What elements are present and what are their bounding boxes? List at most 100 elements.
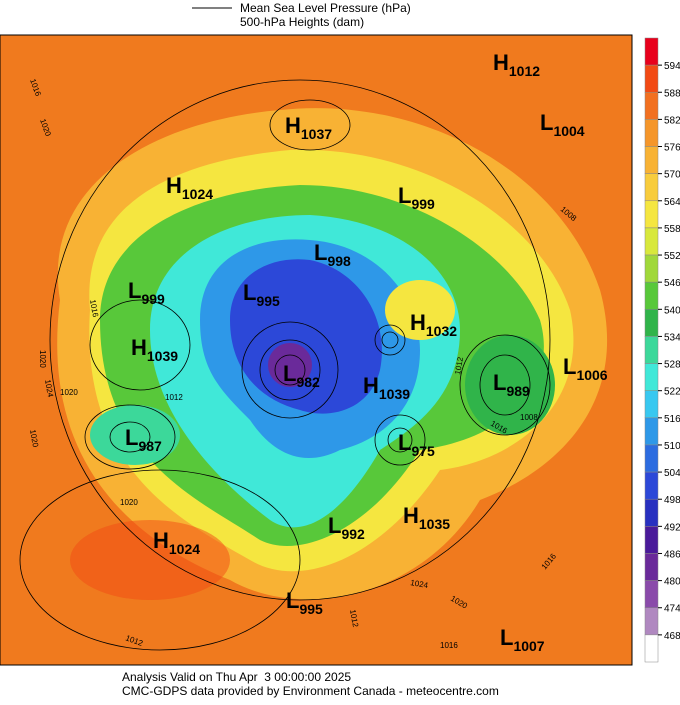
pressure-center: L992 xyxy=(328,513,365,542)
pressure-center: L995 xyxy=(243,280,280,309)
center-type: H xyxy=(363,373,379,398)
center-type: L xyxy=(314,240,327,265)
center-value: 998 xyxy=(327,253,351,269)
pressure-center: L1006 xyxy=(563,354,608,383)
isobar-label: 1008 xyxy=(520,413,538,422)
colorbar-label: 480 xyxy=(664,577,680,588)
colorbar-label: 576 xyxy=(664,143,680,154)
colorbar-box xyxy=(644,254,659,283)
center-value: 992 xyxy=(341,526,365,542)
colorbar-box xyxy=(644,200,659,229)
isobar-label: 1020 xyxy=(120,498,138,507)
center-type: L xyxy=(398,183,411,208)
center-value: 995 xyxy=(299,601,323,617)
colorbar-label: 474 xyxy=(664,604,680,615)
colorbar-label: 546 xyxy=(664,278,680,289)
center-type: L xyxy=(540,110,553,135)
height-zone xyxy=(90,405,180,465)
legend-text: Mean Sea Level Pressure (hPa) xyxy=(240,1,411,15)
center-value: 989 xyxy=(506,383,530,399)
pressure-center: L987 xyxy=(125,425,162,454)
center-value: 1012 xyxy=(509,63,540,79)
pressure-center: H1037 xyxy=(285,113,332,142)
center-value: 999 xyxy=(141,291,165,307)
isobars xyxy=(19,79,551,651)
center-value: 1024 xyxy=(169,541,200,557)
pressure-center: H1024 xyxy=(166,173,213,202)
colorbar-box xyxy=(644,227,659,256)
colorbar-label: 504 xyxy=(664,468,680,479)
colorbar-box xyxy=(644,634,659,663)
colorbar-label: 510 xyxy=(664,441,680,452)
isobar-label: 1020 xyxy=(60,388,78,397)
colorbar-label: 468 xyxy=(664,631,680,642)
pressure-center: H1039 xyxy=(131,335,178,364)
height-zone xyxy=(385,280,455,340)
colorbar-box xyxy=(644,471,659,500)
center-value: 1032 xyxy=(426,323,457,339)
colorbar-label: 486 xyxy=(664,549,680,560)
colorbar-box xyxy=(644,64,659,93)
isobar-label: 1024 xyxy=(43,379,55,399)
pressure-center: H1012 xyxy=(493,50,540,79)
center-type: L xyxy=(243,280,256,305)
center-value: 995 xyxy=(256,293,280,309)
pressure-center: H1024 xyxy=(153,528,200,557)
colorbar-label: 522 xyxy=(664,387,680,398)
center-type: H xyxy=(166,173,182,198)
isobar-label: 1012 xyxy=(348,609,360,629)
center-value: 1039 xyxy=(147,348,178,364)
center-value: 999 xyxy=(411,196,435,212)
colorbar-box xyxy=(644,119,659,147)
colorbar-label: 492 xyxy=(664,522,680,533)
isobar-label: 1016 xyxy=(88,299,100,319)
colorbar-box xyxy=(644,309,659,337)
pressure-center: L975 xyxy=(398,430,435,459)
center-type: L xyxy=(128,278,141,303)
isobar-label: 1012 xyxy=(453,356,465,376)
center-type: H xyxy=(410,310,426,335)
pressure-center: L999 xyxy=(128,278,165,307)
height-zone xyxy=(465,335,555,435)
colorbar-label: 528 xyxy=(664,360,680,371)
colorbar-label: 582 xyxy=(664,115,680,126)
pressure-center: L989 xyxy=(493,370,530,399)
pressure-center: L999 xyxy=(398,183,435,212)
colorbar-box xyxy=(644,146,659,174)
colorbar-label: 540 xyxy=(664,305,680,316)
colorbar-box xyxy=(644,580,659,608)
colorbar-box xyxy=(644,607,659,636)
pressure-center: H1032 xyxy=(410,310,457,339)
center-value: 1024 xyxy=(182,186,213,202)
center-type: L xyxy=(493,370,506,395)
colorbar: 594 588 582 576 570 564 558 552 546 540 534 528 522 5… xyxy=(644,37,680,663)
isobar-label: 1016 xyxy=(440,641,458,650)
pressure-center: H1035 xyxy=(403,503,450,532)
colorbar-box xyxy=(644,363,659,391)
colorbar-box xyxy=(644,92,659,120)
colorbar-box xyxy=(644,281,659,310)
center-type: H xyxy=(285,113,301,138)
height-zone xyxy=(230,259,382,414)
isobar-label: 1024 xyxy=(410,578,430,590)
center-type: L xyxy=(563,354,576,379)
colorbar-label: 534 xyxy=(664,332,680,343)
center-type: L xyxy=(125,425,138,450)
map-frame xyxy=(0,34,633,666)
center-value: 982 xyxy=(296,374,320,390)
center-value: 1007 xyxy=(513,638,544,654)
center-value: 975 xyxy=(411,443,435,459)
center-type: H xyxy=(153,528,169,553)
height-zone xyxy=(268,343,312,387)
colorbar-box xyxy=(644,417,659,446)
pressure-center: L1007 xyxy=(500,625,545,654)
colorbar-label: 558 xyxy=(664,224,680,235)
pressure-center: H1039 xyxy=(363,373,410,402)
center-value: 1037 xyxy=(301,126,332,142)
colorbar-box xyxy=(644,336,659,364)
colorbar-label: 594 xyxy=(664,61,680,72)
center-type: H xyxy=(403,503,419,528)
legend-text: 500-hPa Heights (dam) xyxy=(240,15,364,29)
